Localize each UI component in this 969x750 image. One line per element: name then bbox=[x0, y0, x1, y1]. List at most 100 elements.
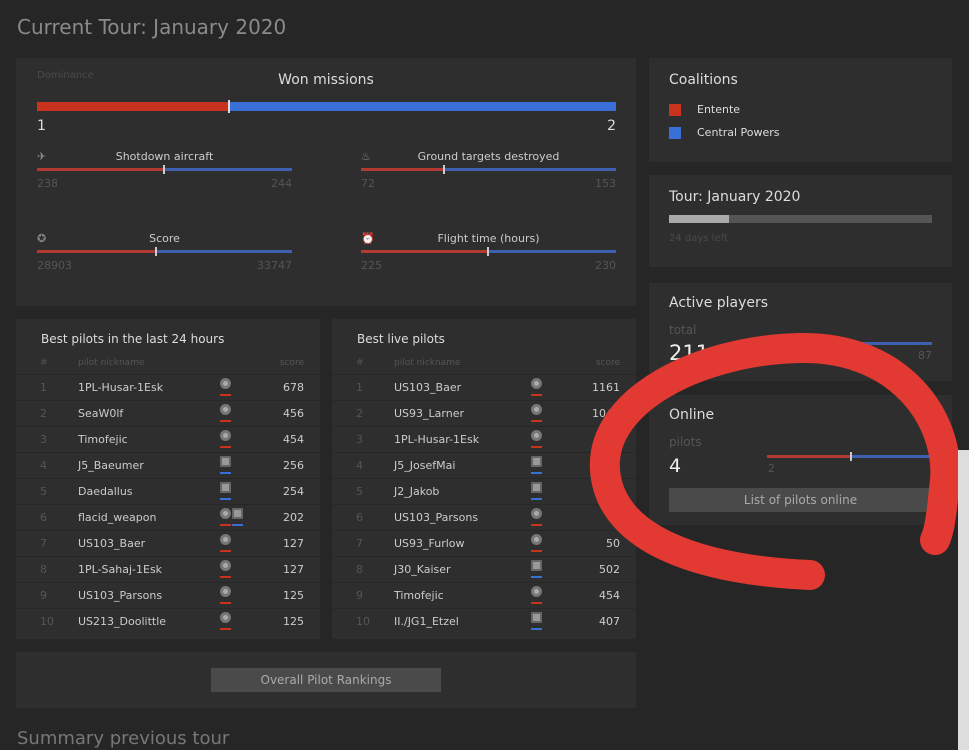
table-row[interactable]: 7 US103_Baer 127 bbox=[16, 529, 320, 556]
total-label: total bbox=[669, 323, 697, 337]
entente-online: 2 bbox=[768, 462, 775, 475]
fire-icon: ♨ bbox=[361, 150, 371, 163]
rank: 5 bbox=[16, 477, 54, 504]
col-rank: # bbox=[356, 357, 364, 368]
score: 456 bbox=[260, 399, 320, 426]
summary-title: Summary previous tour bbox=[17, 728, 230, 749]
table-row[interactable]: 4 J5_Baeumer 256 bbox=[16, 451, 320, 478]
table-row[interactable]: 8 J30_Kaiser 502 bbox=[332, 555, 636, 582]
pilot-name[interactable]: 1PL-Sahaj-1Esk bbox=[54, 555, 221, 582]
iron-cross-icon bbox=[531, 456, 543, 467]
score: 127 bbox=[260, 555, 320, 582]
pilot-name[interactable]: J5_JosefMai bbox=[370, 451, 532, 478]
page-title: Current Tour: January 2020 bbox=[17, 15, 287, 39]
tour-panel: Tour: January 2020 24 days left bbox=[649, 175, 952, 267]
rank: 4 bbox=[332, 451, 370, 478]
stat-label: Shotdown aircraft bbox=[115, 150, 214, 163]
table-row[interactable]: 8 1PL-Sahaj-1Esk 127 bbox=[16, 555, 320, 582]
roundel-icon bbox=[531, 508, 543, 519]
col-score: score bbox=[595, 357, 620, 368]
online-count: 4 bbox=[669, 455, 682, 477]
stat-bar bbox=[37, 165, 292, 174]
pilot-name[interactable]: flacid_weapon bbox=[54, 503, 221, 530]
rank: 10 bbox=[16, 607, 54, 634]
stat-1: ♨ Ground targets destroyed 72 153 bbox=[361, 150, 616, 190]
pilot-name[interactable]: US103_Baer bbox=[54, 529, 221, 556]
rank: 4 bbox=[16, 451, 54, 478]
pilot-name[interactable]: US213_Doolittle bbox=[54, 607, 221, 634]
central-value: 230 bbox=[595, 259, 616, 272]
pilot-name[interactable]: US93_Furlow bbox=[370, 529, 532, 556]
stat-2: ✪ Score 28903 33747 bbox=[37, 232, 292, 272]
won-entente: 1 bbox=[37, 118, 46, 134]
coalitions-title: Coalitions bbox=[669, 72, 738, 88]
col-nickname: pilot nickname bbox=[78, 357, 145, 368]
table-row[interactable]: 2 US93_Larner 1044 bbox=[332, 399, 636, 426]
iron-cross-icon bbox=[232, 508, 244, 519]
pilot-name[interactable]: J2_Jakob bbox=[370, 477, 532, 504]
rank: 8 bbox=[332, 555, 370, 582]
clock-icon: ⏰ bbox=[361, 232, 375, 245]
table-row[interactable]: 9 US103_Parsons 125 bbox=[16, 581, 320, 608]
rank: 6 bbox=[332, 503, 370, 530]
pilot-name[interactable]: J5_Baeumer bbox=[54, 451, 221, 478]
central-value: 153 bbox=[595, 177, 616, 190]
pilot-name[interactable]: Daedallus bbox=[54, 477, 221, 504]
table-row[interactable]: 7 US93_Furlow 50 bbox=[332, 529, 636, 556]
score: 407 bbox=[571, 607, 636, 634]
rank: 7 bbox=[16, 529, 54, 556]
stat-label: Ground targets destroyed bbox=[417, 150, 560, 163]
online-panel: Online pilots 4 2 List of pilots online bbox=[649, 395, 952, 525]
won-central: 2 bbox=[607, 118, 616, 134]
rank: 8 bbox=[16, 555, 54, 582]
table-row[interactable]: 6 flacid_weapon 202 bbox=[16, 503, 320, 530]
score: 502 bbox=[571, 555, 636, 582]
pilot-name[interactable]: US93_Larner bbox=[370, 399, 532, 426]
pilot-name[interactable]: US103_Baer bbox=[370, 373, 532, 400]
table-row[interactable]: 10 US213_Doolittle 125 bbox=[16, 607, 320, 634]
rank: 3 bbox=[16, 425, 54, 452]
table-row[interactable]: 3 Timofejic 454 bbox=[16, 425, 320, 452]
iron-cross-icon bbox=[531, 482, 543, 493]
pilot-name[interactable]: SeaW0lf bbox=[54, 399, 221, 426]
won-missions-title: Won missions bbox=[278, 72, 374, 88]
roundel-icon bbox=[531, 404, 543, 415]
table-row[interactable]: 4 J5_JosefMai bbox=[332, 451, 636, 478]
pilot-name[interactable]: J30_Kaiser bbox=[370, 555, 532, 582]
pilot-name[interactable]: 1PL-Husar-1Esk bbox=[54, 373, 221, 400]
stat-bar bbox=[37, 247, 292, 256]
iron-cross-icon bbox=[220, 482, 232, 493]
pilot-name[interactable]: US103_Parsons bbox=[54, 581, 221, 608]
central-value: 244 bbox=[271, 177, 292, 190]
rank: 1 bbox=[332, 373, 370, 400]
pilot-name[interactable]: US103_Parsons bbox=[370, 503, 532, 530]
table-row[interactable]: 10 II./JG1_Etzel 407 bbox=[332, 607, 636, 634]
score: 678 bbox=[260, 373, 320, 400]
days-left: 24 days left bbox=[669, 233, 728, 244]
table-row[interactable]: 9 Timofejic 454 bbox=[332, 581, 636, 608]
table-row[interactable]: 1 US103_Baer 1161 bbox=[332, 373, 636, 400]
pilot-name[interactable]: II./JG1_Etzel bbox=[370, 607, 532, 634]
stat-label: Score bbox=[149, 232, 180, 245]
roundel-icon bbox=[220, 404, 232, 415]
roundel-icon bbox=[531, 430, 543, 441]
roundel-icon bbox=[531, 534, 543, 545]
roundel-icon bbox=[531, 378, 543, 389]
score: 127 bbox=[260, 529, 320, 556]
table-row[interactable]: 1 1PL-Husar-1Esk 678 bbox=[16, 373, 320, 400]
table-row[interactable]: 2 SeaW0lf 456 bbox=[16, 399, 320, 426]
list-pilots-online-button[interactable]: List of pilots online bbox=[669, 488, 932, 512]
dominance-label: Dominance bbox=[37, 70, 94, 81]
pilot-name[interactable]: Timofejic bbox=[370, 581, 532, 608]
stat-bar bbox=[361, 165, 616, 174]
pilot-name[interactable]: 1PL-Husar-1Esk bbox=[370, 425, 532, 452]
plane-icon: ✈ bbox=[37, 150, 47, 163]
overall-rankings-button[interactable]: Overall Pilot Rankings bbox=[211, 668, 441, 692]
coalition-entente: Entente bbox=[669, 103, 740, 116]
iron-cross-icon bbox=[220, 456, 232, 467]
table-row[interactable]: 5 Daedallus 254 bbox=[16, 477, 320, 504]
entente-value: 238 bbox=[37, 177, 58, 190]
coalitions-panel: Coalitions Entente Central Powers bbox=[649, 58, 952, 162]
pilot-name[interactable]: Timofejic bbox=[54, 425, 221, 452]
stat-label: Flight time (hours) bbox=[437, 232, 540, 245]
